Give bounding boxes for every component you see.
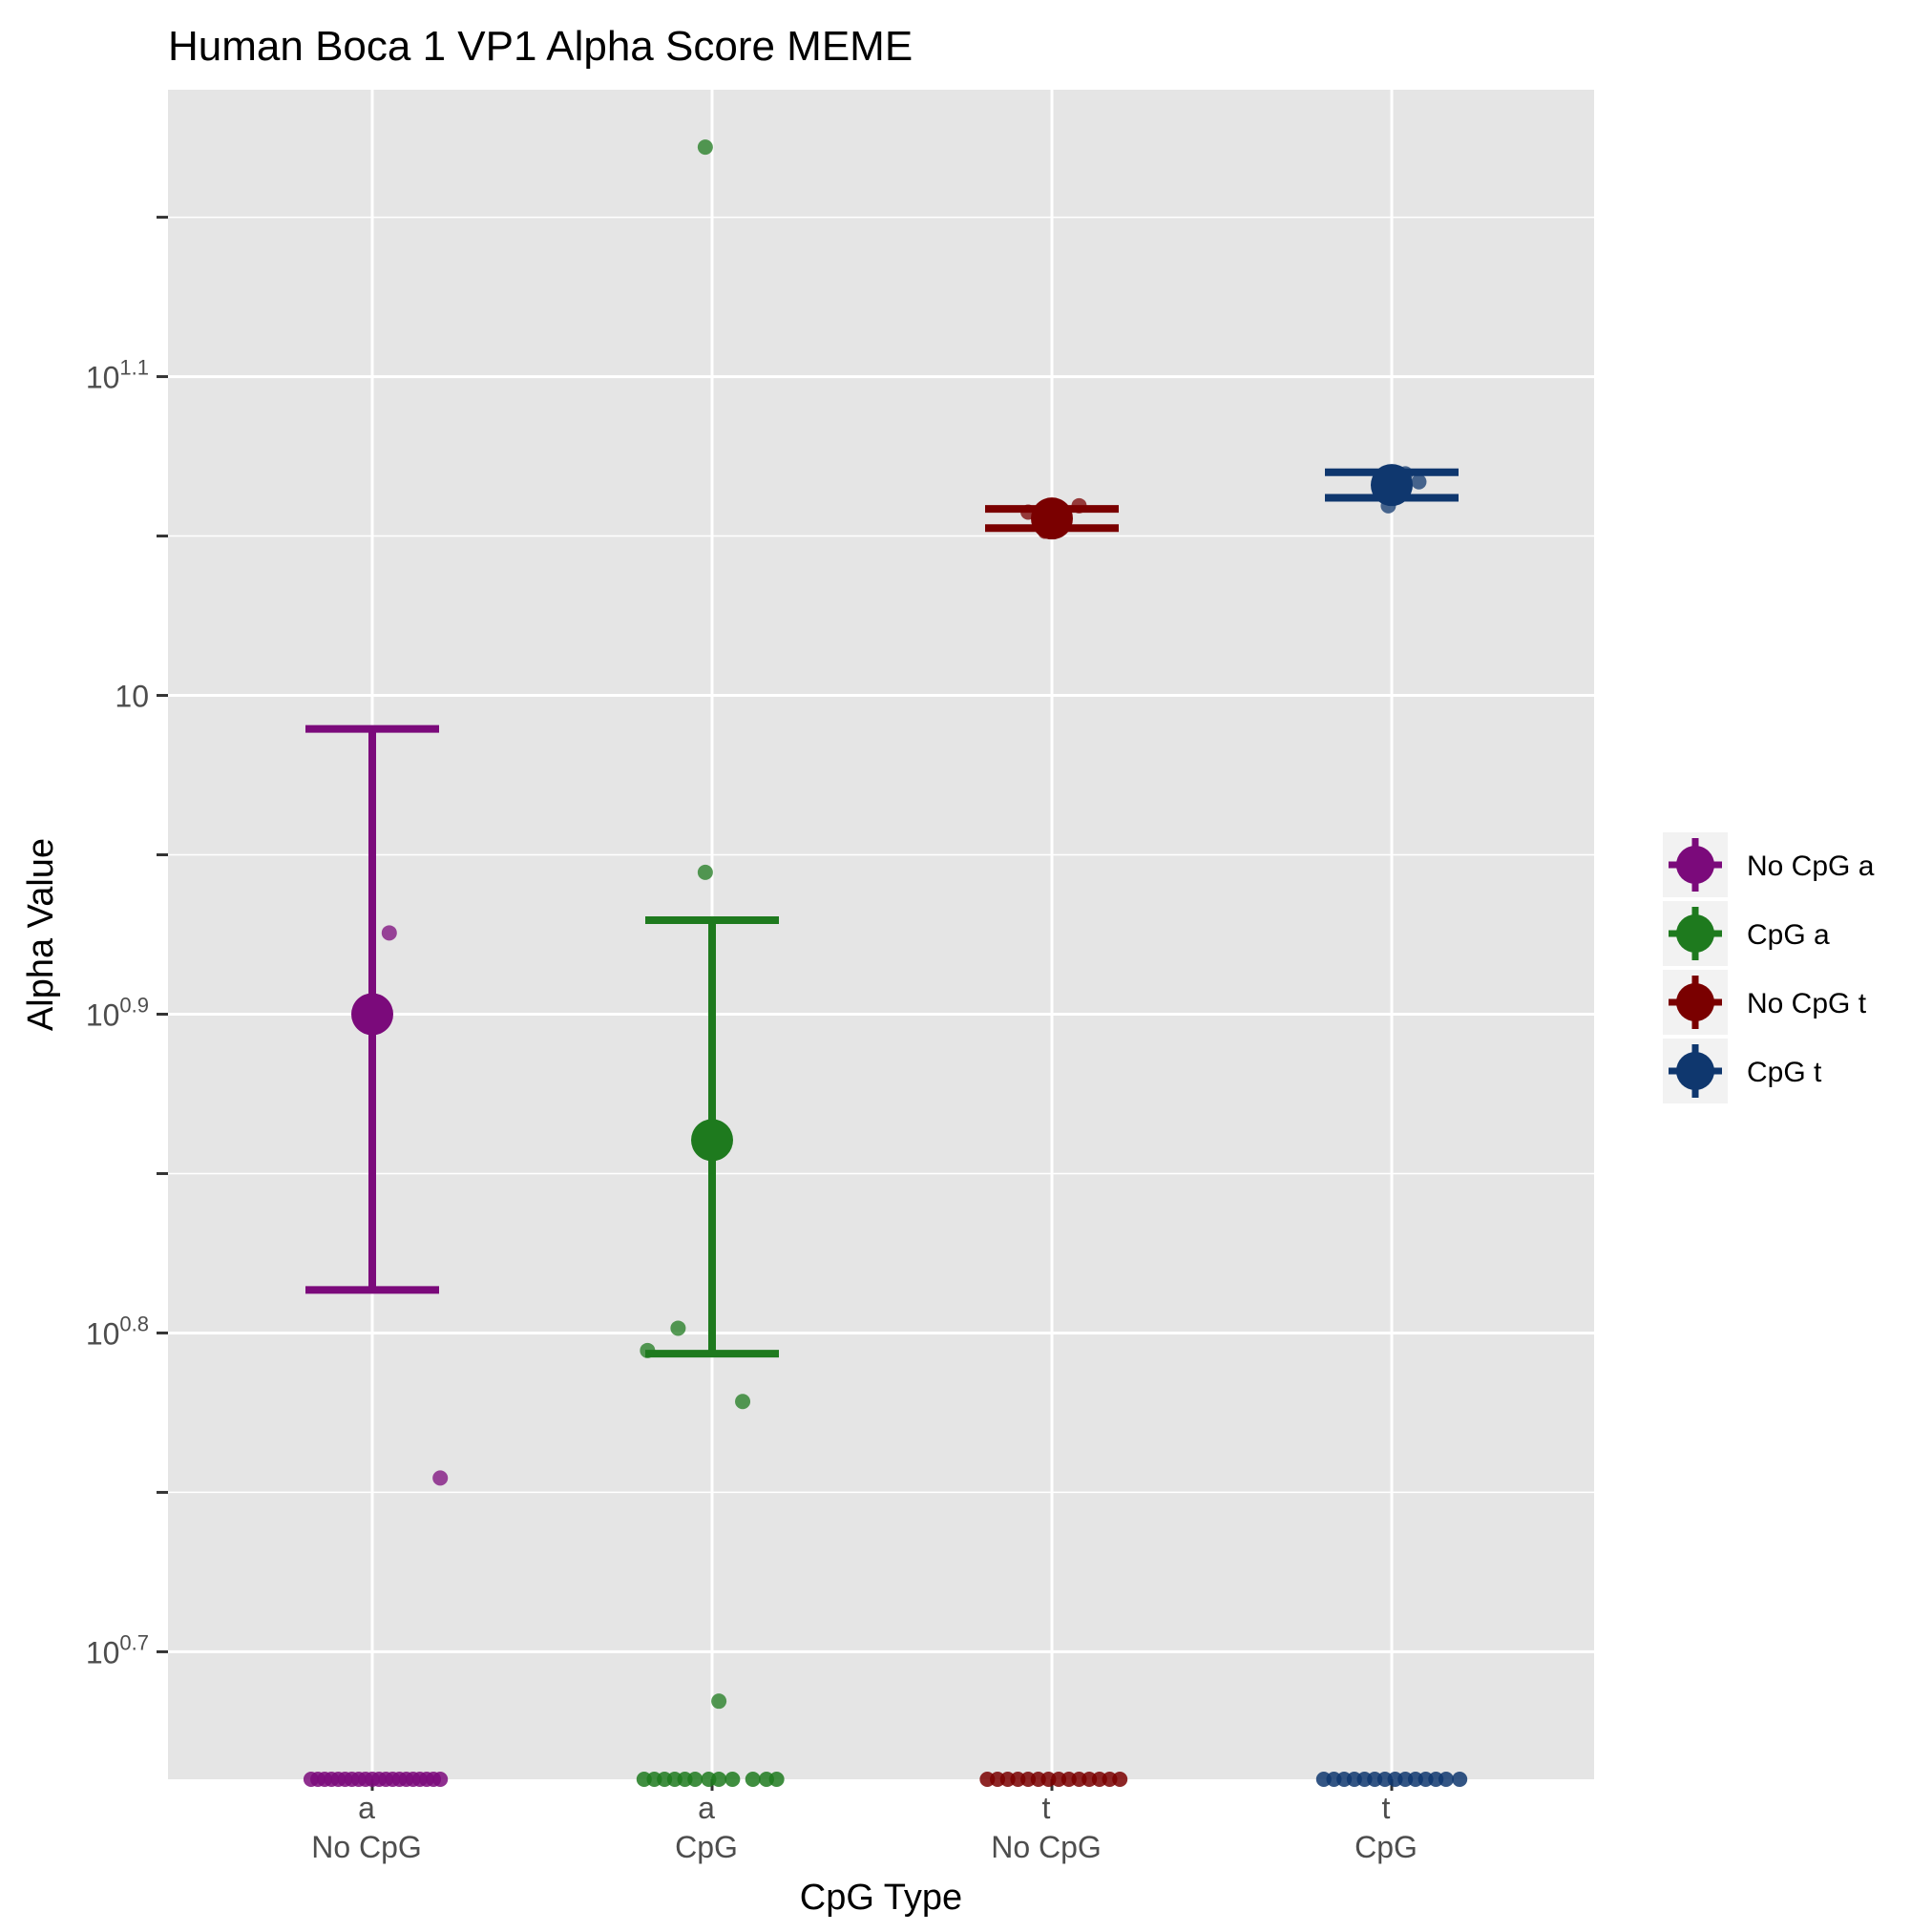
- floor-data-point: [768, 1772, 785, 1787]
- y-tick-exponent: 0.9: [119, 993, 149, 1017]
- data-point: [697, 139, 713, 156]
- data-point: [1411, 473, 1427, 490]
- legend-key-point: [1676, 914, 1714, 953]
- data-point: [735, 1394, 751, 1410]
- series-cpg-t: [1315, 464, 1468, 1787]
- x-tick-label-line2: CpG: [1354, 1830, 1418, 1864]
- x-tick-label-line1: t: [1382, 1791, 1391, 1825]
- legend-item: CpG a: [1663, 901, 1830, 966]
- mean-point: [351, 993, 393, 1036]
- data-point: [670, 1320, 686, 1336]
- y-tick-label: 100.7: [86, 1630, 149, 1670]
- x-tick-label-line1: a: [358, 1791, 375, 1825]
- y-tick-base: 10: [115, 680, 149, 714]
- x-tick-label-line2: No CpG: [991, 1830, 1102, 1864]
- y-tick-exponent: 0.7: [119, 1630, 149, 1654]
- legend-key-point: [1676, 846, 1714, 884]
- y-tick-label: 101.1: [86, 356, 149, 395]
- floor-data-point: [687, 1772, 704, 1787]
- y-tick-label: 10: [115, 680, 149, 714]
- legend-item: No CpG a: [1663, 832, 1875, 897]
- mean-point: [1371, 464, 1413, 507]
- legend-item: No CpG t: [1663, 970, 1867, 1035]
- legend-item: CpG t: [1663, 1039, 1822, 1103]
- x-tick-label-line2: CpG: [675, 1830, 738, 1864]
- series-marks: [303, 139, 1468, 1787]
- y-tick-base: 10: [86, 1635, 120, 1670]
- series-cpg-a: [636, 139, 785, 1787]
- x-tick-label-line1: t: [1042, 1791, 1051, 1825]
- y-tick-label: 100.9: [86, 993, 149, 1032]
- legend-label: CpG a: [1747, 919, 1830, 951]
- series-no-cpg-a: [303, 724, 449, 1787]
- floor-data-point: [724, 1772, 741, 1787]
- plot-panel: [168, 90, 1594, 1779]
- data-point: [711, 1693, 727, 1710]
- x-tick-label-line1: a: [698, 1791, 715, 1825]
- floor-data-point: [745, 1772, 761, 1787]
- mean-point: [1031, 497, 1073, 540]
- y-tick-label: 100.8: [86, 1312, 149, 1351]
- data-point: [432, 1470, 449, 1486]
- floor-data-point: [1452, 1772, 1468, 1787]
- legend: No CpG a CpG a No CpG t CpG t: [1663, 832, 1875, 1103]
- legend-label: No CpG a: [1747, 850, 1875, 882]
- mean-point: [691, 1119, 733, 1162]
- floor-data-point: [432, 1772, 449, 1787]
- x-tick-label-line2: No CpG: [311, 1830, 422, 1864]
- y-axis-label: Alpha Value: [21, 838, 61, 1031]
- floor-data-point: [1112, 1772, 1128, 1787]
- legend-label: CpG t: [1747, 1057, 1822, 1088]
- data-point: [381, 925, 397, 941]
- y-tick-base: 10: [86, 1316, 120, 1351]
- legend-key-point: [1676, 983, 1714, 1021]
- series-no-cpg-t: [979, 497, 1128, 1787]
- x-axis-label: CpG Type: [800, 1878, 962, 1918]
- y-tick-base: 10: [86, 998, 120, 1032]
- y-tick-exponent: 1.1: [119, 356, 149, 380]
- y-tick-base: 10: [86, 361, 120, 395]
- floor-data-point: [711, 1772, 727, 1787]
- floor-data-point: [1438, 1772, 1454, 1787]
- data-point: [697, 864, 713, 880]
- y-tick-exponent: 0.8: [119, 1312, 149, 1335]
- legend-key-point: [1676, 1052, 1714, 1090]
- legend-label: No CpG t: [1747, 988, 1867, 1019]
- chart-title: Human Boca 1 VP1 Alpha Score MEME: [168, 23, 913, 70]
